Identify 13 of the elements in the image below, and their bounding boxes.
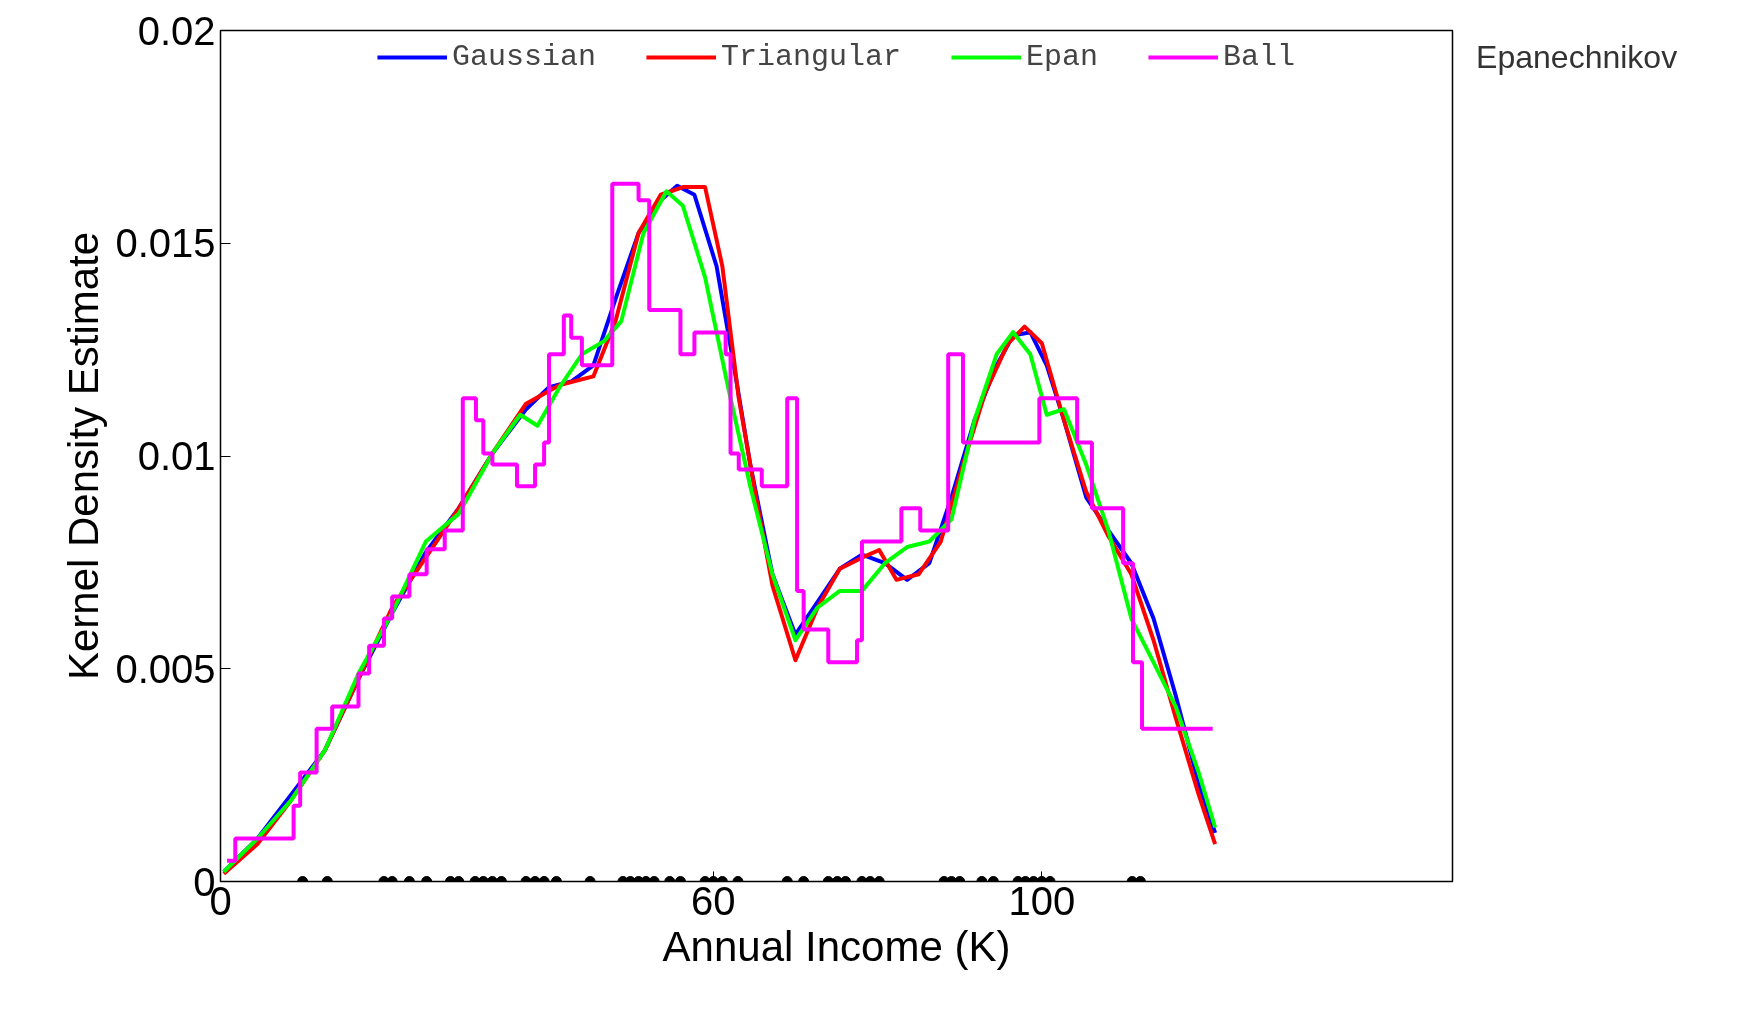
- x-axis-title: Annual Income (K): [662, 922, 1011, 970]
- legend-label: Epan: [1026, 40, 1099, 74]
- legend-label: Ball: [1223, 40, 1296, 74]
- x-tick-label: 60: [691, 878, 736, 923]
- y-tick-label: 0.005: [115, 646, 216, 691]
- x-tick-label: 100: [1008, 878, 1076, 923]
- legend-label: Gaussian: [451, 40, 596, 74]
- text: Epanechnikov: [1476, 39, 1678, 76]
- legend-label: Triangular: [720, 40, 902, 74]
- y-tick-label: 0.02: [137, 8, 216, 53]
- y-tick-label: 0.015: [115, 221, 216, 266]
- y-axis-title: Kernel Density Estimate: [60, 231, 108, 681]
- y-tick-label: 0.01: [137, 434, 216, 478]
